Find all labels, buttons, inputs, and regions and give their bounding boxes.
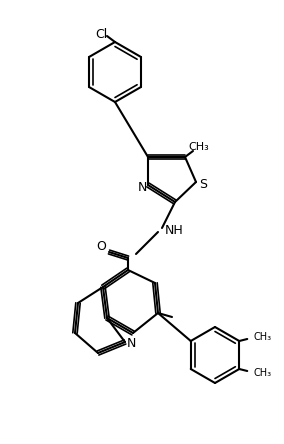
Text: CH₃: CH₃ [253,332,272,342]
Text: CH₃: CH₃ [189,142,209,152]
Text: CH₃: CH₃ [253,368,272,378]
Text: Cl: Cl [95,28,107,40]
Text: N: N [137,181,147,194]
Text: O: O [96,239,106,253]
Text: N: N [126,337,136,349]
Text: S: S [199,178,207,190]
Text: NH: NH [165,223,183,237]
